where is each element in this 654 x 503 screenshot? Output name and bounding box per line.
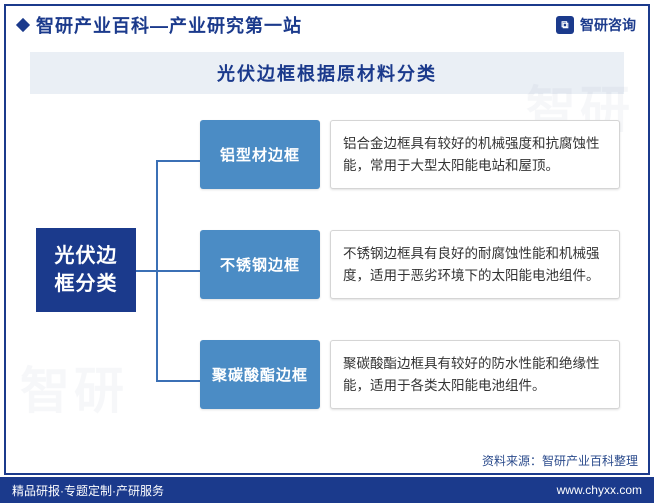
category-row-3: 聚碳酸酯边框 聚碳酸酯边框具有较好的防水性能和绝缘性能，适用于各类太阳能电池组件… [200, 340, 620, 409]
connector-root-h [136, 270, 156, 272]
connector-to-cat2 [156, 270, 200, 272]
desc-box-stainless: 不锈钢边框具有良好的耐腐蚀性能和机械强度，适用于恶劣环境下的太阳能电池组件。 [330, 230, 620, 299]
category-row-2: 不锈钢边框 不锈钢边框具有良好的耐腐蚀性能和机械强度，适用于恶劣环境下的太阳能电… [200, 230, 620, 299]
footer: 精品研报·专题定制·产研服务 www.chyxx.com [0, 477, 654, 503]
source-text: 资料来源：智研产业百科整理 [482, 452, 638, 469]
connector-to-cat3 [156, 380, 200, 382]
classification-diagram: 光伏边 框分类 铝型材边框 铝合金边框具有较好的机械强度和抗腐蚀性能，常用于大型… [20, 108, 634, 438]
footer-left: 精品研报·专题定制·产研服务 [12, 482, 164, 499]
root-node: 光伏边 框分类 [36, 228, 136, 312]
cat-box-aluminum: 铝型材边框 [200, 120, 320, 189]
connector-to-cat1 [156, 160, 200, 162]
cat-box-stainless: 不锈钢边框 [200, 230, 320, 299]
footer-right: www.chyxx.com [557, 483, 642, 497]
desc-box-polycarbonate: 聚碳酸酯边框具有较好的防水性能和绝缘性能，适用于各类太阳能电池组件。 [330, 340, 620, 409]
category-row-1: 铝型材边框 铝合金边框具有较好的机械强度和抗腐蚀性能，常用于大型太阳能电站和屋顶… [200, 120, 620, 189]
cat-box-polycarbonate: 聚碳酸酯边框 [200, 340, 320, 409]
desc-box-aluminum: 铝合金边框具有较好的机械强度和抗腐蚀性能，常用于大型太阳能电站和屋顶。 [330, 120, 620, 189]
